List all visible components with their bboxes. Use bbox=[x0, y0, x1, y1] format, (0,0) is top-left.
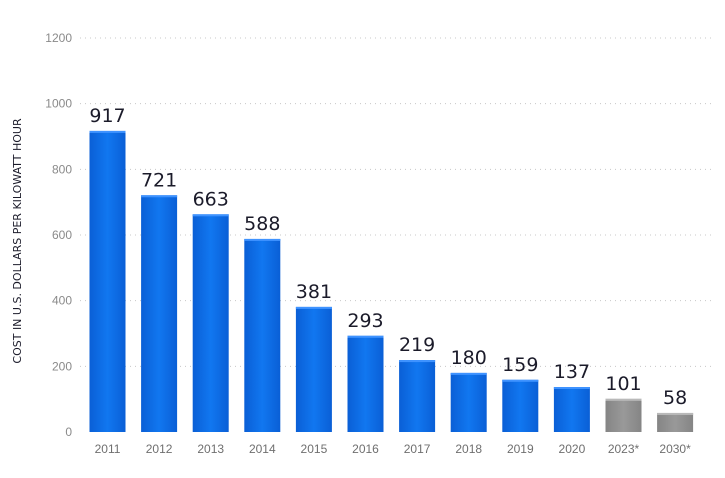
bar-top-highlight bbox=[244, 238, 281, 241]
data-label: 180 bbox=[451, 347, 487, 369]
x-tick-label: 2017 bbox=[404, 442, 431, 456]
x-tick-label: 2016 bbox=[352, 442, 379, 456]
bar-top-highlight bbox=[502, 379, 539, 382]
bar-top-highlight bbox=[399, 360, 436, 363]
x-tick-label: 2014 bbox=[249, 442, 276, 456]
data-label: 381 bbox=[296, 281, 332, 303]
bar bbox=[347, 335, 384, 432]
y-axis-label: COST IN U.S. DOLLARS PER KILOWATT HOUR bbox=[11, 118, 24, 364]
data-labels: 917 721 663 588 381 293 219 180 159 137 101 58 bbox=[89, 105, 687, 409]
bar bbox=[399, 360, 436, 432]
x-tick-label: 2020 bbox=[559, 442, 586, 456]
x-tick-label: 2012 bbox=[146, 442, 173, 456]
y-tick-label: 800 bbox=[52, 162, 72, 176]
bar-top-highlight bbox=[295, 306, 332, 309]
x-tick-label: 2015 bbox=[301, 442, 328, 456]
y-tick-label: 1000 bbox=[45, 97, 72, 111]
data-label: 101 bbox=[605, 373, 641, 395]
bar bbox=[553, 387, 590, 432]
data-label: 219 bbox=[399, 334, 435, 356]
y-tick-label: 200 bbox=[52, 359, 72, 373]
y-axis-ticks: 0 200 400 600 800 1000 1200 bbox=[45, 31, 72, 439]
bar-top-highlight bbox=[192, 214, 229, 217]
bar bbox=[605, 398, 642, 432]
bar bbox=[141, 195, 178, 432]
bar bbox=[192, 214, 229, 432]
x-tick-label: 2011 bbox=[95, 442, 121, 456]
data-label: 588 bbox=[244, 213, 280, 235]
bar bbox=[502, 379, 539, 432]
x-tick-label: 2019 bbox=[507, 442, 534, 456]
x-axis-ticks: 2011 2012 2013 2014 2015 2016 2017 2018 2019 2020… bbox=[95, 442, 692, 456]
data-label: 159 bbox=[502, 354, 538, 376]
bar-top-highlight bbox=[450, 372, 487, 375]
bar-top-highlight bbox=[657, 412, 694, 415]
data-label: 293 bbox=[347, 310, 383, 332]
bar bbox=[450, 372, 487, 432]
data-label: 58 bbox=[663, 387, 687, 409]
bar-top-highlight bbox=[141, 195, 178, 198]
data-label: 721 bbox=[141, 169, 177, 191]
bars bbox=[89, 130, 694, 432]
x-tick-label: 2013 bbox=[197, 442, 224, 456]
y-tick-label: 1200 bbox=[45, 31, 72, 45]
gridlines bbox=[80, 37, 712, 367]
data-label: 663 bbox=[193, 188, 229, 210]
data-label: 917 bbox=[89, 105, 125, 127]
bar-top-highlight bbox=[553, 387, 590, 390]
x-tick-label: 2018 bbox=[455, 442, 482, 456]
bar bbox=[89, 130, 126, 432]
y-tick-label: 0 bbox=[65, 425, 72, 439]
bar bbox=[295, 306, 332, 432]
y-tick-label: 400 bbox=[52, 294, 72, 308]
y-tick-label: 600 bbox=[52, 228, 72, 242]
bar-top-highlight bbox=[605, 398, 642, 401]
x-tick-label: 2030* bbox=[659, 442, 691, 456]
bar-top-highlight bbox=[89, 130, 126, 133]
bar-top-highlight bbox=[347, 335, 384, 338]
bar bbox=[244, 238, 281, 432]
x-tick-label: 2023* bbox=[608, 442, 640, 456]
data-label: 137 bbox=[554, 361, 590, 383]
bar bbox=[657, 412, 694, 432]
